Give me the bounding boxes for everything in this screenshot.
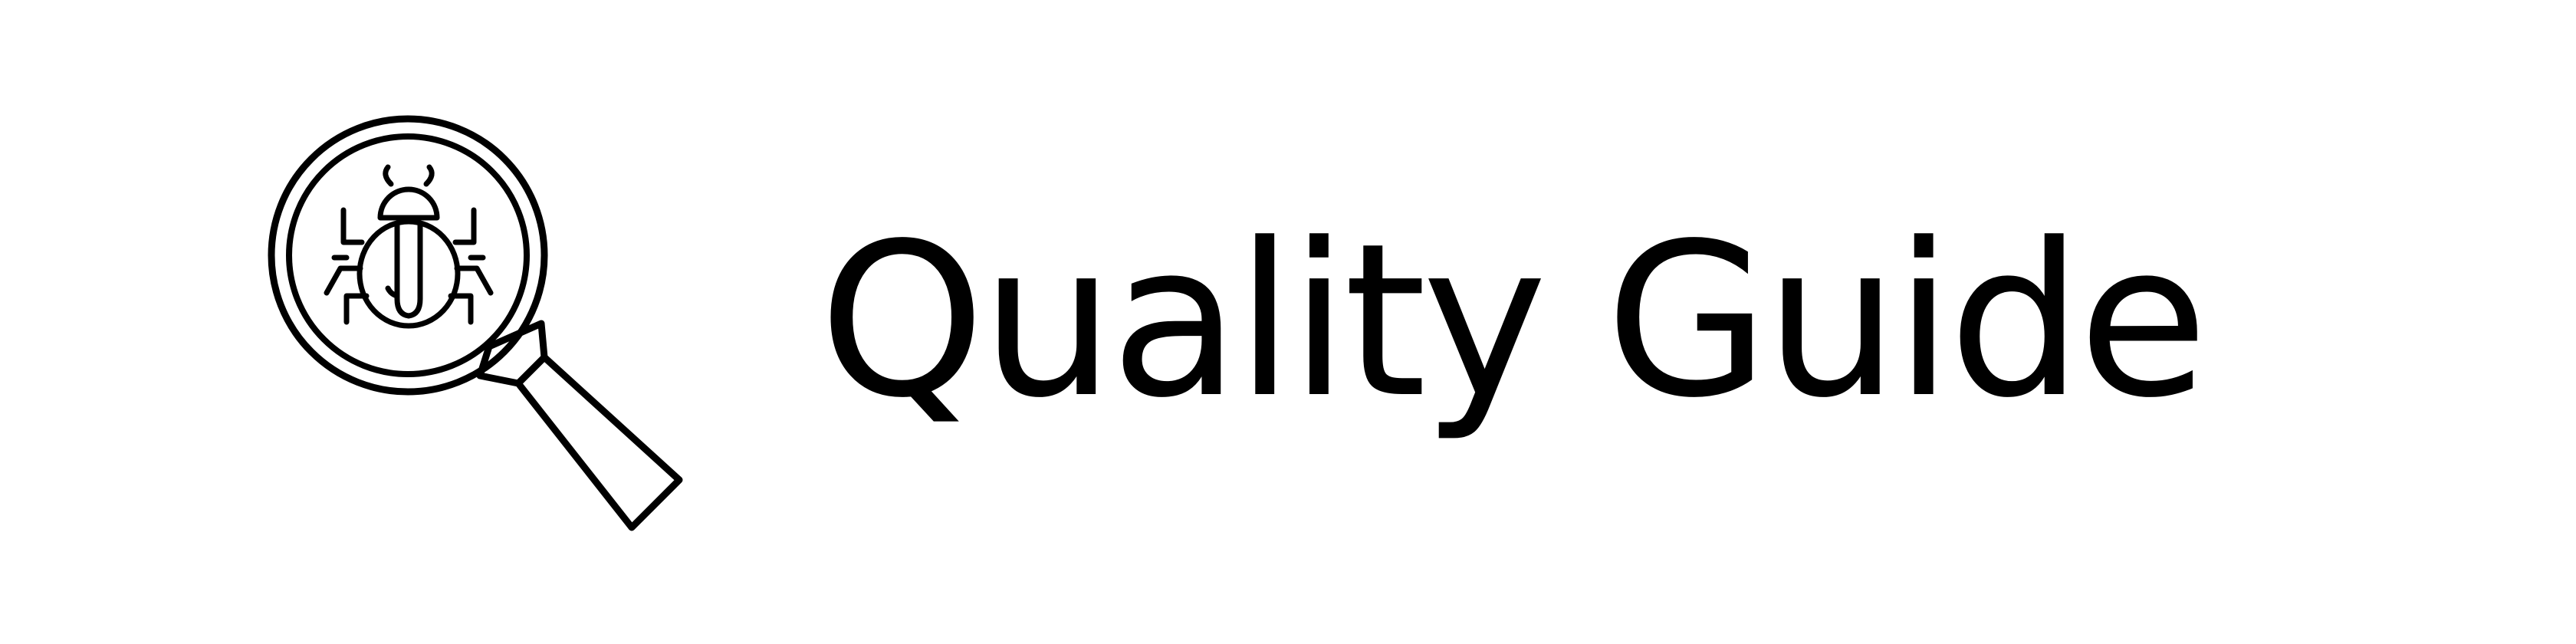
page-title: Quality Guide xyxy=(819,199,2208,445)
magnifying-glass-bug-icon xyxy=(261,107,705,552)
lens-outer-ring xyxy=(268,115,548,396)
bug-icon xyxy=(324,164,494,329)
lens-inner-ring xyxy=(286,133,530,377)
handle xyxy=(514,353,683,531)
handle-collar xyxy=(476,320,548,387)
